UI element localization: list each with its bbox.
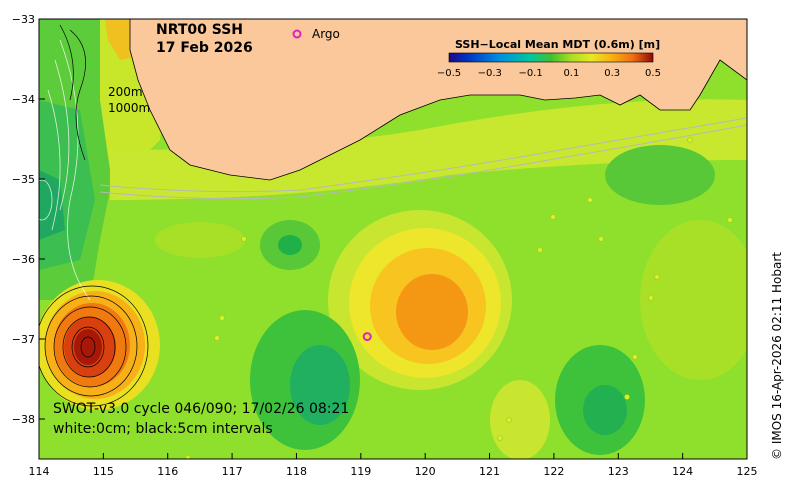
x-tick-label: 121 (479, 465, 500, 478)
isobaths (99, 117, 747, 200)
y-tick-label: −34 (12, 93, 35, 106)
y-tick-label: −36 (12, 253, 35, 266)
colorbar-tick-label: 0.3 (604, 68, 620, 79)
map-title-line1: NRT00 SSH (156, 22, 243, 38)
swot-dots (185, 137, 733, 459)
colorbar-label: SSH−Local Mean MDT (0.6m) [m] (455, 38, 660, 51)
swot-info-line1: SWOT-v3.0 cycle 046/090; 17/02/26 08:21 (53, 401, 349, 417)
warm-eddy-central (328, 210, 512, 390)
x-tick-label: 125 (737, 465, 758, 478)
x-tick-label: 117 (222, 465, 243, 478)
colorbar-tick-label: −0.5 (437, 68, 461, 79)
x-tick-label: 114 (29, 465, 50, 478)
black-contours (39, 24, 149, 407)
colorbar-tick-label: 0.5 (645, 68, 661, 79)
argo-legend-marker (292, 29, 302, 39)
y-tick-label: −33 (12, 13, 35, 26)
argo-legend-label: Argo (312, 27, 340, 41)
plot-frame (38, 18, 748, 460)
colorbar-tick-label: −0.3 (478, 68, 502, 79)
colorbar-tick-label: −0.1 (518, 68, 542, 79)
cool-features (155, 145, 715, 455)
x-tick-label: 116 (157, 465, 178, 478)
x-tick-label: 118 (286, 465, 307, 478)
swot-info-line2: white:0cm; black:5cm intervals (53, 421, 273, 437)
argo-floats (362, 332, 372, 342)
x-tick-label: 120 (415, 465, 436, 478)
colorbar-ticks: −0.5 −0.3 −0.1 0.1 0.3 0.5 (437, 68, 661, 79)
x-tick-label: 123 (608, 465, 629, 478)
isobath-1000-label: 1000m (108, 101, 150, 115)
map-field (39, 19, 747, 459)
x-tick-label: 124 (672, 465, 693, 478)
colorbar: SSH−Local Mean MDT (0.6m) [m] −0.5 −0.3 −0… (437, 38, 661, 79)
x-tick-label: 115 (93, 465, 114, 478)
y-tick-label: −37 (12, 333, 35, 346)
map-title-line2: 17 Feb 2026 (156, 40, 253, 56)
y-axis: −33 −34 −35 −36 −37 −38 (12, 13, 45, 426)
imos-credit: © IMOS 16-Apr-2026 02:11 Hobart (770, 252, 784, 460)
white-contours (39, 39, 91, 301)
isobath-200-label: 200m (108, 85, 143, 99)
colorbar-ramp (448, 52, 654, 63)
y-tick-label: −35 (12, 173, 35, 186)
x-tick-label: 119 (350, 465, 371, 478)
east-field (490, 220, 747, 459)
colorbar-tick-label: 0.1 (563, 68, 579, 79)
argo-float-marker[interactable] (362, 332, 372, 342)
y-tick-label: −38 (12, 413, 35, 426)
x-axis: 114 115 116 117 118 119 120 121 122 123 124 125 (29, 453, 758, 478)
x-tick-label: 122 (543, 465, 564, 478)
